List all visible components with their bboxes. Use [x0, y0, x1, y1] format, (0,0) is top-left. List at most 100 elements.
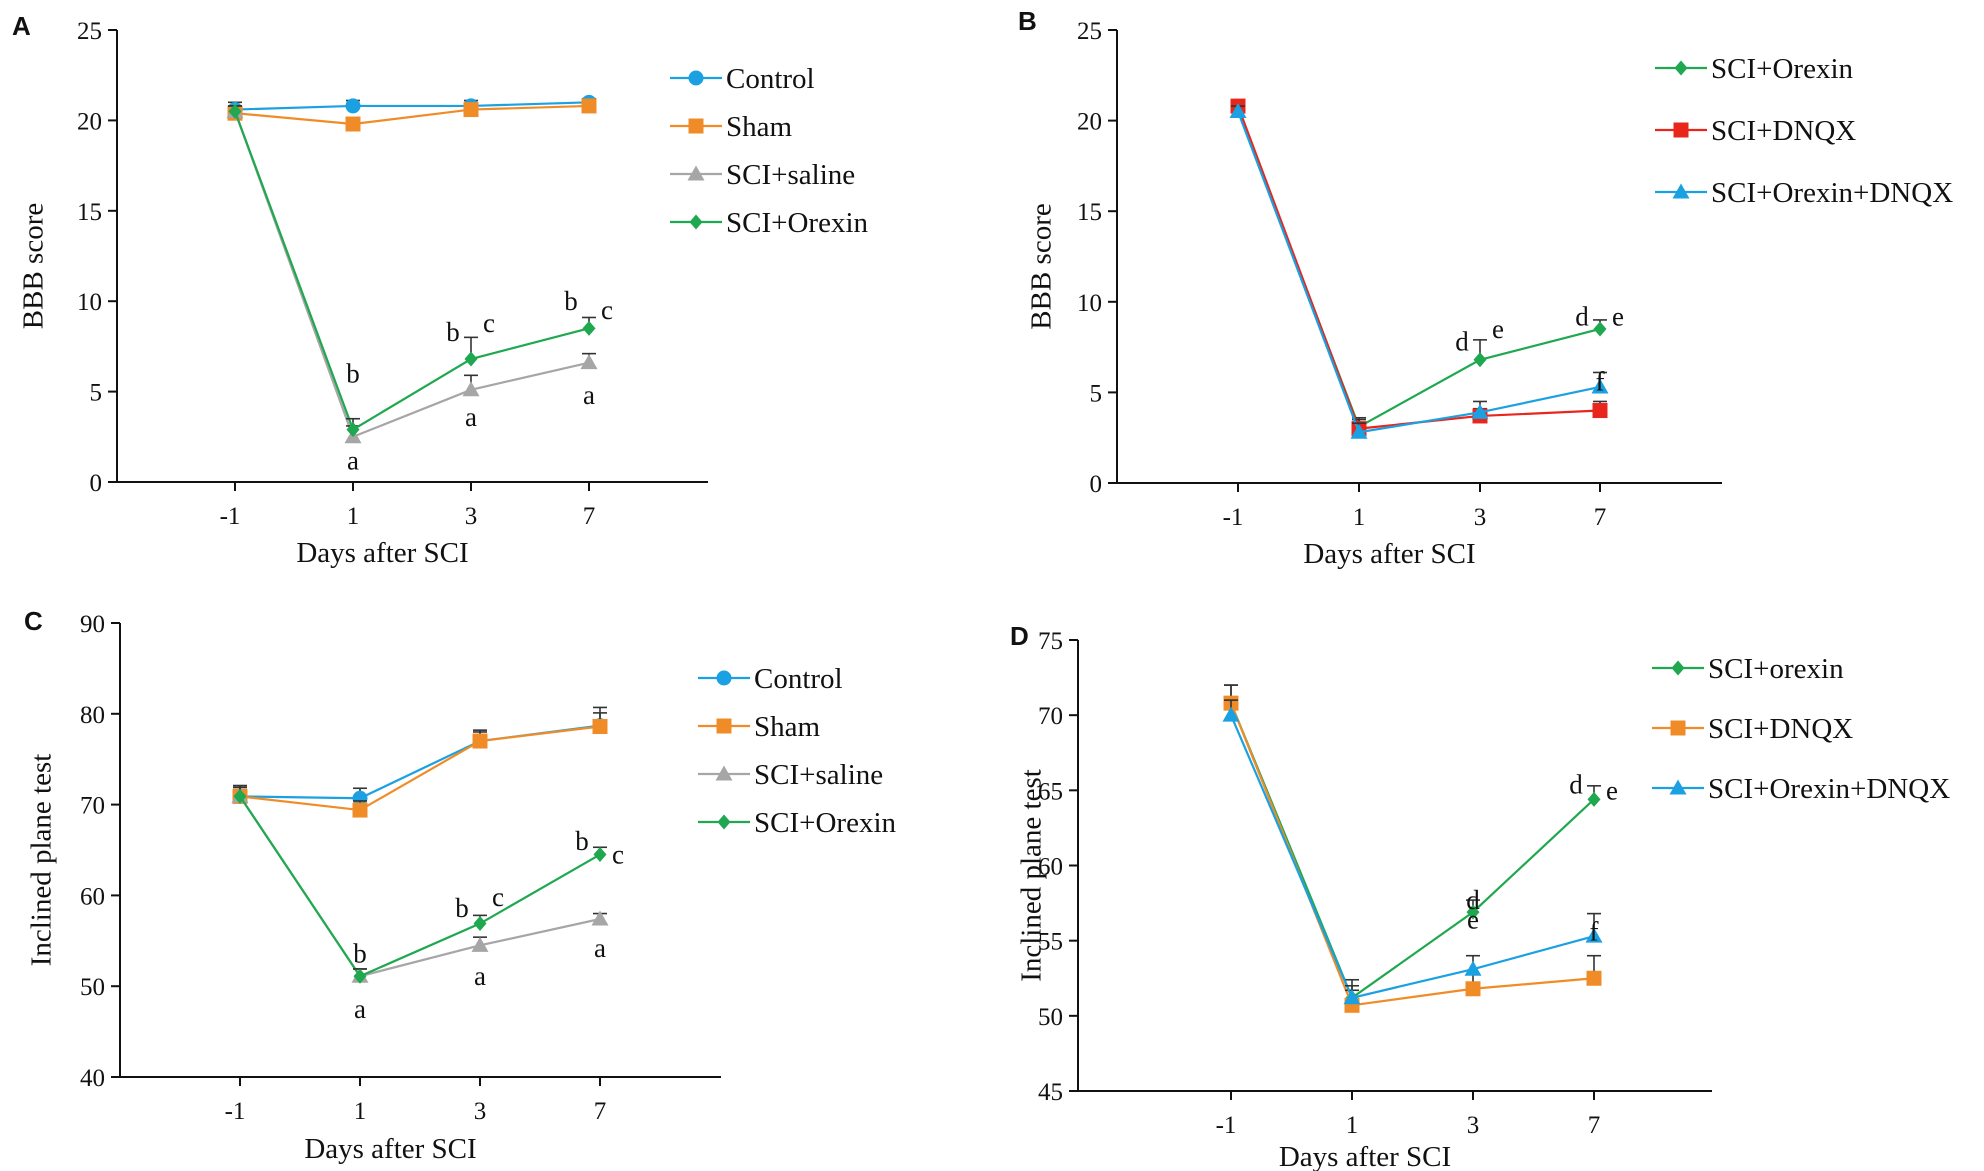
legend-entry: SCI+DNQX — [1655, 115, 1856, 147]
y-tick-label: 25 — [1077, 18, 1102, 45]
legend-marker — [1671, 660, 1685, 676]
significance-label: c — [483, 308, 495, 338]
legend-entry: Sham — [670, 111, 793, 143]
y-axis-title: BBB score — [17, 203, 49, 329]
legend-label: SCI+saline — [726, 159, 855, 191]
series-line — [1236, 105, 1601, 430]
significance-label: c — [612, 840, 624, 870]
significance-label: a — [347, 445, 359, 475]
legend-label: SCI+Orexin+DNQX — [1708, 773, 1950, 805]
significance-label: d — [1575, 301, 1589, 331]
legend-label: Control — [754, 663, 843, 695]
y-tick-label: 40 — [80, 1065, 105, 1092]
legend-marker — [717, 814, 731, 830]
x-tick-label: 7 — [583, 503, 596, 530]
data-point — [1350, 423, 1368, 439]
data-point — [463, 102, 479, 118]
series-sci-orexin — [233, 786, 607, 984]
data-point — [592, 719, 608, 735]
series-line — [1236, 111, 1601, 434]
series-line — [239, 725, 601, 812]
y-axis-title: Inclined plane test — [1015, 769, 1047, 982]
x-tick-label: 3 — [1474, 504, 1487, 531]
panel-letter: A — [12, 11, 31, 41]
chart-panel-d: D 45 50 55 60 65 70 75 -1 1 3 7 Days after SCI Inclin… — [1010, 621, 1950, 1171]
y-tick-label: 15 — [1077, 199, 1102, 226]
series-line — [1236, 109, 1601, 429]
x-tick-label: 3 — [465, 503, 478, 530]
data-point — [471, 936, 489, 952]
chart-panel-a: A 0 5 10 15 20 25 -1 1 3 7 Days after SCI BBB score b… — [12, 11, 869, 569]
x-tick-label: 3 — [474, 1098, 487, 1125]
significance-label: c — [492, 882, 504, 912]
significance-label: c — [601, 295, 613, 325]
series-line — [239, 724, 601, 800]
legend-entry: Control — [698, 663, 843, 695]
data-point — [1586, 970, 1602, 986]
y-tick-label: 10 — [1077, 290, 1102, 317]
legend-label: SCI+DNQX — [1711, 115, 1856, 147]
legend-marker — [716, 718, 732, 734]
series-line — [1229, 702, 1595, 1007]
x-axis-title: Days after SCI — [1279, 1141, 1451, 1171]
series-sci-orexin-dnqx — [1222, 699, 1603, 1005]
data-point — [228, 103, 242, 119]
legend-entry: SCI+Orexin — [1655, 53, 1854, 85]
x-tick-label: -1 — [1223, 504, 1244, 531]
significance-label: a — [465, 402, 477, 432]
legend-marker — [1669, 779, 1687, 795]
data-point — [353, 968, 367, 984]
y-tick-label: 60 — [80, 883, 105, 910]
y-tick-label: 55 — [1038, 929, 1063, 956]
data-point — [1585, 927, 1603, 943]
data-point — [1222, 706, 1240, 722]
legend-entry: Sham — [698, 711, 821, 743]
data-point — [1465, 981, 1481, 997]
y-tick-label: 25 — [77, 18, 102, 45]
significance-label: f — [1590, 917, 1599, 947]
panel-letter: C — [24, 606, 43, 636]
legend-entry: SCI+Orexin+DNQX — [1655, 177, 1953, 209]
legend-marker — [715, 765, 733, 781]
legend-label: SCI+Orexin+DNQX — [1711, 177, 1953, 209]
series-sci-orexin — [1231, 101, 1607, 435]
significance-label: f — [1596, 367, 1605, 397]
significance-label: e — [1612, 301, 1624, 331]
y-tick-label: 90 — [80, 611, 105, 638]
x-tick-label: 1 — [1353, 504, 1366, 531]
data-point — [462, 381, 480, 397]
series-line — [233, 110, 590, 432]
chart-panel-c: C 40 50 60 70 80 90 -1 1 3 7 Days after SCI Inclined… — [24, 606, 897, 1165]
x-tick-label: -1 — [220, 503, 241, 530]
significance-label: a — [354, 994, 366, 1024]
significance-label: d — [1466, 885, 1480, 915]
legend-label: SCI+Orexin — [754, 807, 897, 839]
series-sci-orexin — [228, 103, 596, 438]
y-tick-label: 20 — [1077, 109, 1102, 136]
y-tick-label: 45 — [1038, 1079, 1063, 1106]
data-point — [1591, 378, 1609, 394]
x-tick-label: -1 — [1216, 1112, 1237, 1139]
significance-label: b — [346, 359, 360, 389]
data-point — [345, 98, 361, 114]
y-tick-label: 10 — [77, 289, 102, 316]
x-tick-label: -1 — [225, 1098, 246, 1125]
series-line — [234, 104, 590, 126]
data-point — [1587, 791, 1601, 807]
x-axis-title: Days after SCI — [1303, 538, 1475, 570]
y-tick-label: 20 — [77, 108, 102, 135]
series-sci-saline — [226, 102, 598, 444]
legend-entry: SCI+orexin — [1652, 653, 1844, 685]
chart-panel-b: B 0 5 10 15 20 25 -1 1 3 7 Days after SCI BBB score d… — [1018, 6, 1953, 570]
legend-marker — [689, 214, 703, 230]
data-point — [1592, 403, 1608, 419]
series-line — [233, 110, 590, 439]
series-control — [227, 94, 597, 118]
significance-label: e — [1606, 775, 1618, 805]
legend-entry: Control — [670, 63, 815, 95]
significance-label: b — [455, 893, 469, 923]
y-tick-label: 75 — [1038, 628, 1063, 655]
significance-label: a — [594, 933, 606, 963]
significance-label: a — [583, 380, 595, 410]
data-point — [593, 847, 607, 863]
